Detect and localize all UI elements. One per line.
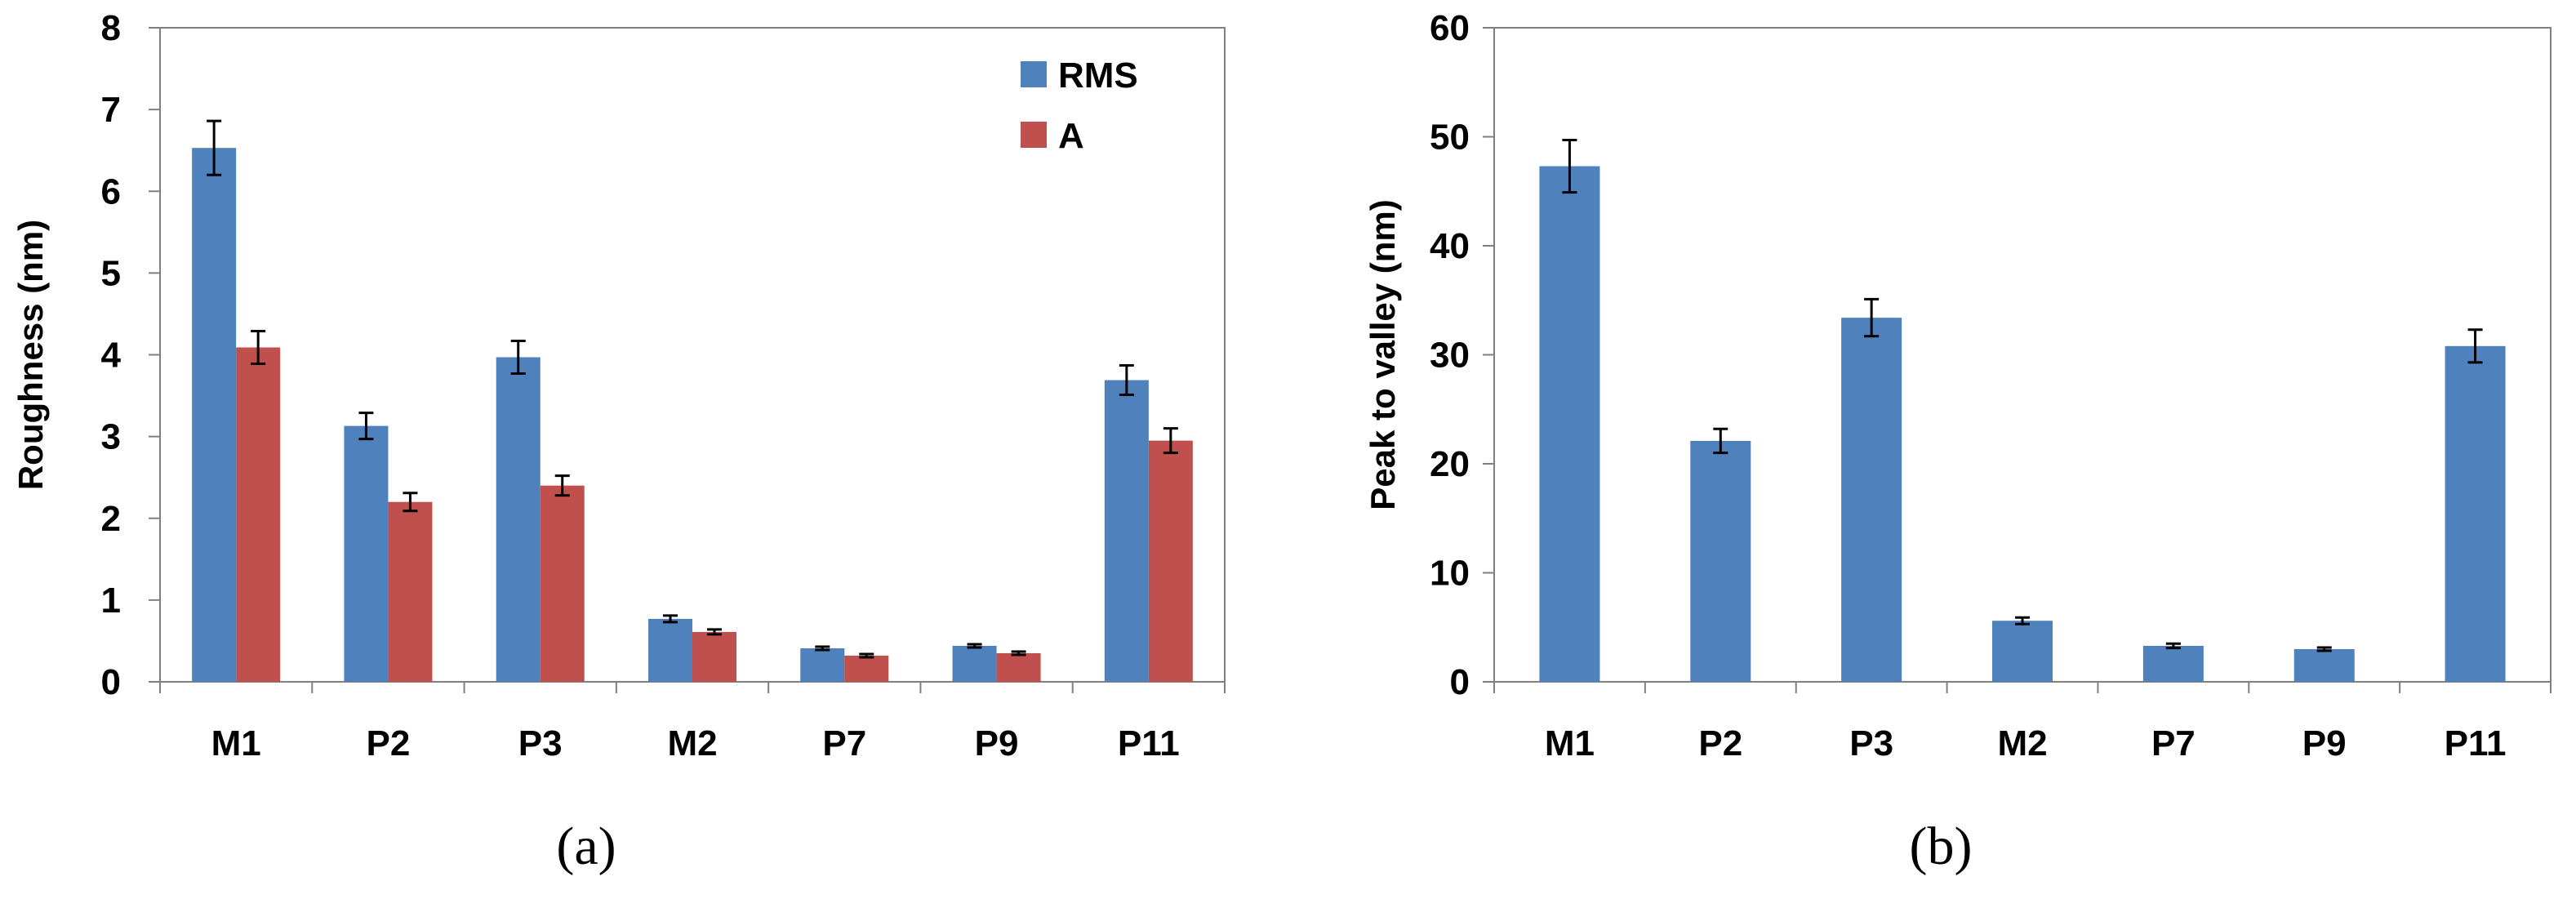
x-tick-label-p7: P7 bbox=[822, 723, 866, 763]
bar-rms-p3 bbox=[496, 357, 541, 682]
error-bar-rms-p11 bbox=[1119, 364, 1134, 397]
y-axis-title: Peak to valley (nm) bbox=[1364, 199, 1402, 510]
plot-frame bbox=[1493, 27, 2552, 683]
panel-a-roughness-chart: 0 1 2 3 4 5 6 7 8 M1 P2 P3 M2 P7 P9 P11 Roughness (nm) RM… bbox=[11, 8, 1226, 876]
error-bar-peak-to-valley-p11 bbox=[2467, 328, 2483, 364]
bar-a-p7 bbox=[844, 655, 889, 682]
y-tick-label-50: 50 bbox=[1430, 118, 1470, 158]
bar-peak-to-valley-p11 bbox=[2445, 345, 2506, 682]
x-tick-label-p2: P2 bbox=[367, 723, 411, 763]
error-bar-peak-to-valley-p7 bbox=[2165, 642, 2181, 650]
panel-caption: (b) bbox=[1910, 817, 1973, 876]
x-tick-label-p9: P9 bbox=[2302, 723, 2347, 763]
x-tick-label-p11: P11 bbox=[1118, 723, 1180, 763]
y-tick-label-60: 60 bbox=[1430, 8, 1470, 48]
error-bar-a-p2 bbox=[403, 492, 418, 513]
error-bar-a-p7 bbox=[859, 652, 874, 659]
legend-label-a: A bbox=[1058, 116, 1084, 156]
bar-peak-to-valley-m1 bbox=[1539, 166, 1600, 683]
bar-rms-m1 bbox=[192, 148, 237, 683]
y-tick-label-2: 2 bbox=[101, 499, 121, 539]
y-tick-label-30: 30 bbox=[1430, 336, 1470, 376]
y-tick-label-40: 40 bbox=[1430, 226, 1470, 266]
error-bar-a-p9 bbox=[1011, 650, 1026, 656]
x-tick-label-p2: P2 bbox=[1698, 723, 1742, 763]
x-tick-label-p7: P7 bbox=[2151, 723, 2196, 763]
error-bar-a-m1 bbox=[251, 329, 266, 366]
legend-swatch-a bbox=[1021, 122, 1047, 148]
panel-caption: (a) bbox=[556, 817, 616, 876]
bar-a-p2 bbox=[388, 501, 433, 682]
x-tick-label-p9: P9 bbox=[975, 723, 1019, 763]
bar-peak-to-valley-p7 bbox=[2142, 645, 2204, 682]
bar-peak-to-valley-p2 bbox=[1690, 440, 1751, 682]
x-tick-label-p11: P11 bbox=[2445, 723, 2507, 763]
y-tick-label-20: 20 bbox=[1430, 444, 1470, 484]
error-bar-rms-m2 bbox=[663, 614, 678, 624]
error-bar-peak-to-valley-m1 bbox=[1562, 139, 1577, 194]
bar-a-p11 bbox=[1148, 440, 1193, 682]
bar-rms-p2 bbox=[344, 425, 389, 682]
error-bar-peak-to-valley-p9 bbox=[2316, 646, 2332, 652]
y-tick-label-10: 10 bbox=[1430, 554, 1470, 594]
y-tick-label-6: 6 bbox=[101, 171, 121, 211]
error-bar-rms-p9 bbox=[967, 643, 982, 649]
bar-rms-p7 bbox=[800, 648, 845, 682]
error-bar-a-p3 bbox=[554, 474, 570, 497]
panel-b-peak-to-valley-chart: 0 10 20 30 40 50 60 M1 P2 P3 M2 P7 P9 P11 Peak to vall… bbox=[1364, 8, 2552, 876]
legend-swatch-rms bbox=[1021, 61, 1047, 87]
x-tick-label-m2: M2 bbox=[667, 723, 717, 763]
bar-a-p3 bbox=[540, 485, 585, 682]
bar-a-p9 bbox=[996, 652, 1041, 682]
y-tick-label-7: 7 bbox=[101, 90, 121, 130]
error-bar-rms-p3 bbox=[510, 339, 526, 376]
y-tick-label-3: 3 bbox=[101, 417, 121, 457]
bar-a-m2 bbox=[692, 631, 736, 682]
bar-peak-to-valley-m2 bbox=[1992, 621, 2053, 682]
error-bar-rms-p7 bbox=[815, 645, 830, 652]
x-tick-label-m1: M1 bbox=[1545, 723, 1595, 763]
x-tick-label-p3: P3 bbox=[518, 723, 563, 763]
y-tick-label-1: 1 bbox=[101, 581, 121, 621]
y-tick-label-0: 0 bbox=[101, 662, 121, 702]
y-axis-title: Roughness (nm) bbox=[11, 220, 50, 490]
legend: RMS A bbox=[1021, 56, 1138, 156]
bar-rms-p11 bbox=[1104, 380, 1149, 682]
x-tick-label-m1: M1 bbox=[211, 723, 261, 763]
bar-rms-p9 bbox=[952, 645, 997, 682]
bar-peak-to-valley-p9 bbox=[2293, 648, 2355, 682]
error-bar-peak-to-valley-p3 bbox=[1864, 297, 1880, 338]
x-tick-label-p3: P3 bbox=[1849, 723, 1893, 763]
y-tick-label-0: 0 bbox=[1450, 662, 1470, 702]
error-bar-a-m2 bbox=[707, 628, 722, 636]
error-bar-a-p11 bbox=[1163, 427, 1178, 455]
y-tick-label-4: 4 bbox=[101, 336, 122, 376]
y-tick-label-5: 5 bbox=[101, 253, 121, 293]
y-tick-label-8: 8 bbox=[101, 8, 121, 48]
bar-peak-to-valley-p3 bbox=[1841, 318, 1902, 682]
error-bar-peak-to-valley-m2 bbox=[2015, 616, 2030, 625]
legend-label-rms: RMS bbox=[1058, 56, 1138, 96]
bar-rms-m2 bbox=[648, 618, 692, 682]
x-tick-label-m2: M2 bbox=[1997, 723, 2047, 763]
error-bar-peak-to-valley-p2 bbox=[1713, 427, 1728, 455]
bar-a-m1 bbox=[236, 347, 281, 682]
error-bar-rms-m1 bbox=[207, 119, 222, 176]
error-bar-rms-p2 bbox=[358, 412, 374, 441]
